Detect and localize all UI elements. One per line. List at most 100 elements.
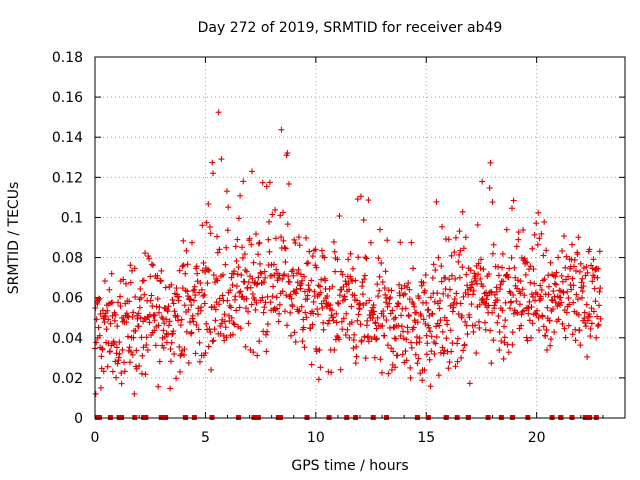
data-point [510,197,517,204]
data-point [187,330,194,337]
data-point [221,337,228,344]
data-point [519,286,526,293]
data-point [456,228,463,235]
data-point [181,351,188,358]
data-point [495,272,502,279]
data-point [543,327,550,334]
data-point [282,258,289,265]
data-point [98,353,105,360]
data-point [208,366,215,373]
data-point [596,248,603,255]
data-point [518,322,525,329]
data-point [353,353,360,360]
data-point [445,236,452,243]
data-point [551,329,558,336]
data-point [180,262,187,269]
data-point [336,212,343,219]
data-point [183,328,190,335]
data-point [262,331,269,338]
data-point [423,351,430,358]
data-point [549,297,556,304]
data-point [278,126,285,133]
data-point [346,334,353,341]
data-point [105,316,112,323]
data-point [346,286,353,293]
data-point [479,178,486,185]
data-point [376,273,383,280]
data-point [529,245,536,252]
data-point [542,332,549,339]
data-point [228,274,235,281]
data-point [493,288,500,295]
data-point [249,168,256,175]
data-point [350,345,357,352]
data-point [306,248,313,255]
data-point [129,351,136,358]
data-point [429,274,436,281]
data-point [528,291,535,298]
data-point [280,237,287,244]
data-point [494,297,501,304]
data-point [513,243,520,250]
data-point [447,327,454,334]
data-point [291,236,298,243]
data-point [185,306,192,313]
data-point [109,312,116,319]
data-point [353,297,360,304]
data-point [191,283,198,290]
data-point [580,283,587,290]
data-point [517,290,524,297]
data-point [536,297,543,304]
data-point [561,233,568,240]
data-point [261,268,268,275]
data-point [339,271,346,278]
data-point [320,319,327,326]
data-point [500,278,507,285]
data-point [537,282,544,289]
data-point [188,239,195,246]
data-point [269,211,276,218]
data-point [266,218,273,225]
data-point [563,253,570,260]
data-point [204,266,211,273]
data-point [112,311,119,318]
data-point [419,377,426,384]
data-point [594,274,601,281]
data-point [315,376,322,383]
data-point [454,335,461,342]
data-point [361,333,368,340]
data-point [354,317,361,324]
data-point [404,328,411,335]
data-point [196,358,203,365]
data-point [378,369,385,376]
data-point [252,231,259,238]
data-point [265,236,272,243]
data-point [310,310,317,317]
data-point [221,311,228,318]
data-point [472,322,479,329]
data-point [190,287,197,294]
data-point [417,370,424,377]
data-point [528,334,535,341]
data-point [118,380,125,387]
data-point [212,306,219,313]
data-point [463,322,470,329]
data-point [287,332,294,339]
data-point [296,242,303,249]
data-point [506,305,513,312]
data-point [447,302,454,309]
data-point [505,274,512,281]
data-point [245,279,252,286]
data-point [555,254,562,261]
data-point [355,254,362,261]
data-point [443,335,450,342]
data-point [589,278,596,285]
data-point [185,293,192,300]
data-point [96,295,103,302]
data-point [440,290,447,297]
data-point [481,319,488,326]
data-point [506,288,513,295]
data-point [263,348,270,355]
data-point [152,342,159,349]
data-point [402,348,409,355]
